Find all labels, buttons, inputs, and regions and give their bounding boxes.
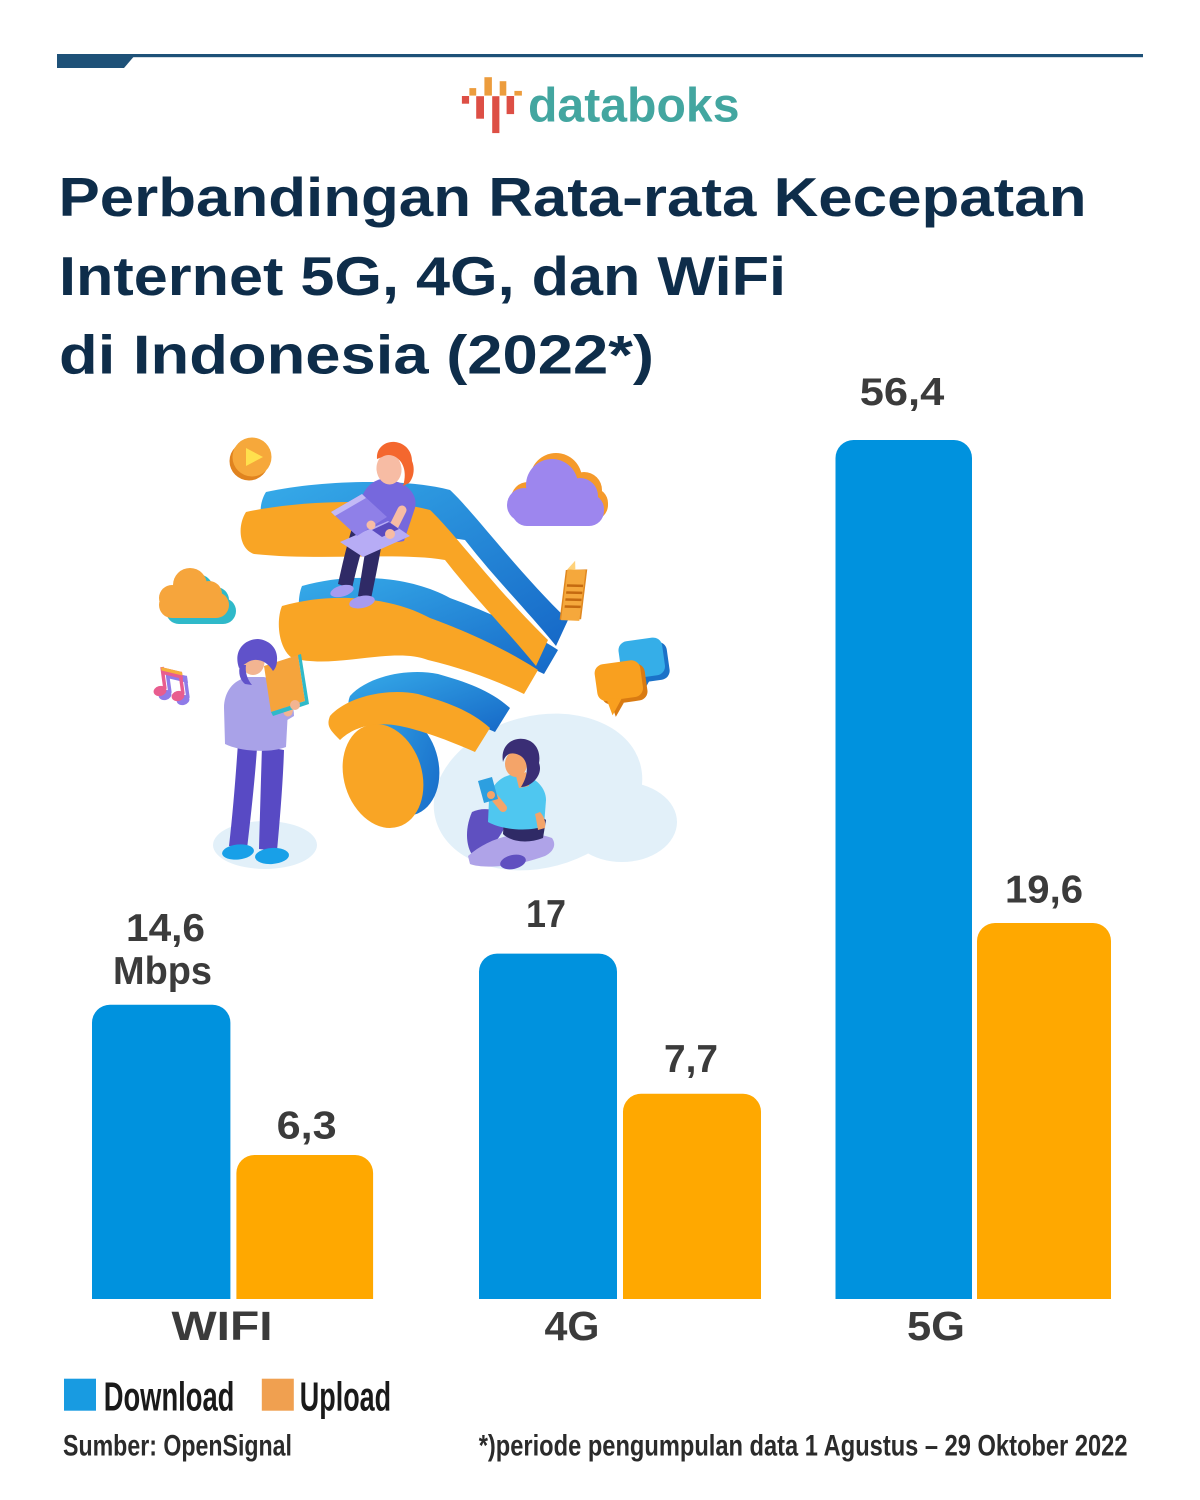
- svg-text:WIFI: WIFI: [172, 1303, 273, 1349]
- svg-text:19,6: 19,6: [1005, 869, 1083, 912]
- svg-text:6,3: 6,3: [277, 1105, 337, 1148]
- svg-text:databoks: databoks: [528, 80, 740, 133]
- svg-text:5G: 5G: [907, 1303, 965, 1349]
- svg-text:14,6: 14,6: [126, 907, 205, 950]
- svg-text:4G: 4G: [545, 1303, 600, 1349]
- svg-text:Internet 5G, 4G, dan WiFi: Internet 5G, 4G, dan WiFi: [59, 245, 786, 307]
- svg-text:Sumber: OpenSignal: Sumber: OpenSignal: [63, 1430, 292, 1463]
- svg-text:*)periode pengumpulan data 1 A: *)periode pengumpulan data 1 Agustus – 2…: [479, 1430, 1128, 1463]
- svg-text:56,4: 56,4: [860, 371, 945, 414]
- svg-text:Mbps: Mbps: [113, 950, 212, 993]
- svg-text:di Indonesia (2022*): di Indonesia (2022*): [59, 324, 654, 386]
- svg-text:Download: Download: [104, 1373, 235, 1419]
- svg-text:17: 17: [526, 893, 566, 936]
- svg-text:7,7: 7,7: [664, 1038, 718, 1081]
- svg-text:Perbandingan Rata-rata Kecepat: Perbandingan Rata-rata Kecepatan: [59, 166, 1087, 228]
- svg-text:Upload: Upload: [300, 1373, 391, 1419]
